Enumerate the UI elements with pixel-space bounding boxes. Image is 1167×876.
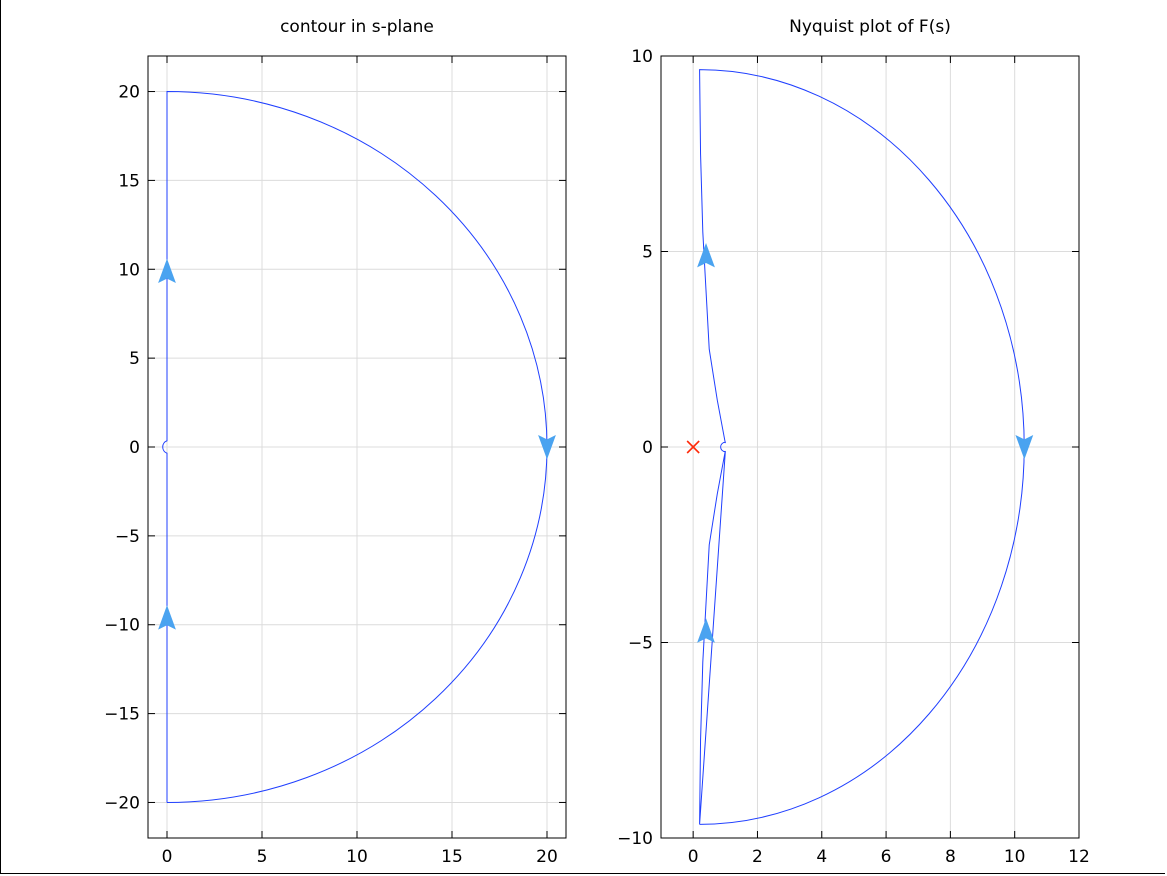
direction-arrow-up [697, 242, 715, 268]
x-tick-label: 5 [257, 847, 268, 867]
nyquist-curve [699, 69, 1025, 825]
direction-arrow-up [697, 618, 715, 643]
y-tick-label: 15 [118, 171, 140, 191]
y-tick-label: 0 [642, 438, 653, 458]
y-tick-label: −5 [628, 634, 653, 654]
direction-arrow-up [158, 258, 176, 284]
x-tick-label: 2 [752, 847, 763, 867]
axes-2: 0 2 4 6 8 10 12 −10 −5 0 5 10 Nyquist plot of F(s) [617, 17, 1090, 867]
axes-1: 0 5 10 15 20 −20 −15 −10 −5 0 5 10 15 20 contour in s-… [104, 17, 567, 867]
x-tick-label: 0 [162, 847, 173, 867]
y-tick-label: 0 [129, 438, 140, 458]
y-tick-label: −10 [104, 616, 140, 636]
y-tick-label: −10 [617, 829, 653, 849]
x-tick-label: 12 [1068, 847, 1090, 867]
direction-arrow-down [1015, 434, 1034, 460]
x-tick-label: 20 [536, 847, 558, 867]
y-tick-label: 5 [129, 349, 140, 369]
y-tick-label: −5 [115, 527, 140, 547]
x-tick-label: 15 [441, 847, 463, 867]
critical-point-marker [686, 440, 700, 454]
direction-arrow-up [158, 605, 176, 630]
x-tick-label: 6 [881, 847, 892, 867]
contour-curve [162, 91, 548, 803]
x-tick-label: 8 [945, 847, 956, 867]
x-tick-label: 4 [816, 847, 827, 867]
y-tick-label: 20 [118, 83, 140, 103]
x-tick-label: 10 [346, 847, 368, 867]
chart-title: contour in s-plane [280, 17, 434, 37]
y-tick-label: 5 [642, 243, 653, 263]
y-tick-label: 10 [118, 260, 140, 280]
x-tick-label: 0 [688, 847, 699, 867]
y-tick-label: −20 [104, 793, 140, 813]
y-tick-label: −15 [104, 705, 140, 725]
direction-arrow-down [538, 434, 556, 460]
x-tick-label: 10 [1004, 847, 1026, 867]
y-tick-label: 10 [631, 47, 653, 67]
chart-title: Nyquist plot of F(s) [789, 17, 951, 37]
